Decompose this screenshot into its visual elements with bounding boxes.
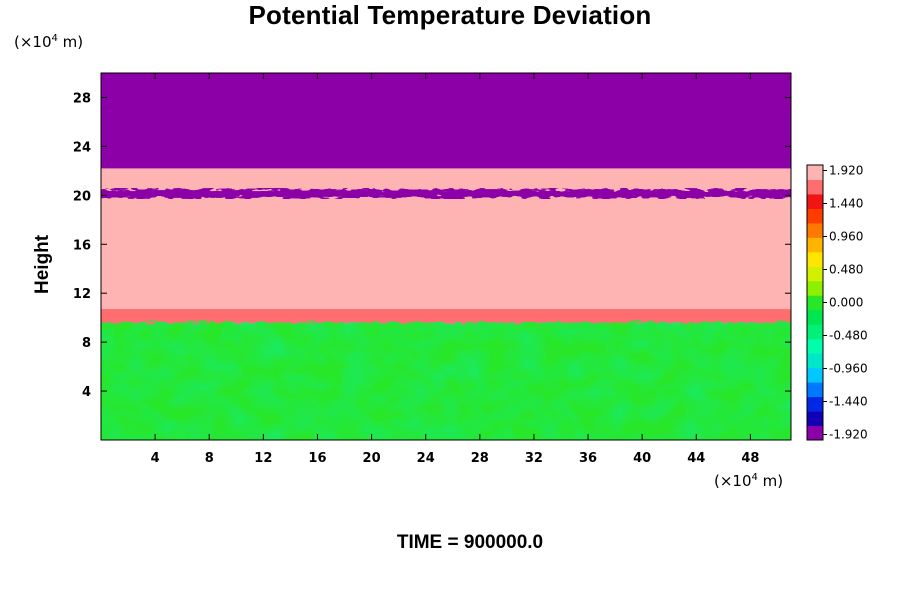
y-tick-label: 4 [82, 385, 91, 400]
x-tick-label: 44 [687, 451, 705, 466]
turbulence-texture [101, 321, 791, 440]
colorbar-label: 1.920 [829, 164, 863, 178]
plot-area [101, 73, 791, 440]
y-tick-label: 28 [73, 91, 91, 106]
x-axis-unit: (×104 m) [714, 472, 784, 490]
layer-upper [101, 73, 791, 169]
colorbar-segment [807, 193, 823, 209]
colorbar-segment [807, 309, 823, 325]
y-axis-unit: (×104 m) [14, 33, 84, 51]
colorbar-label: 1.440 [829, 197, 863, 211]
plot-frame [100, 72, 792, 441]
colorbar-segment [807, 338, 823, 354]
colorbar-segment [807, 222, 823, 238]
x-tick-label: 32 [525, 451, 543, 466]
colorbar-segment [807, 208, 823, 224]
colorbar-segment [807, 367, 823, 383]
colorbar-segment [807, 382, 823, 398]
x-tick-label: 28 [471, 451, 489, 466]
x-tick-label: 12 [254, 451, 272, 466]
layer-band-overlay [101, 189, 791, 198]
x-tick-label: 48 [741, 451, 759, 466]
x-tick-label: 4 [151, 451, 160, 466]
colorbar-label: -0.480 [829, 329, 868, 343]
x-tick-label: 36 [579, 451, 597, 466]
y-tick-label: 24 [73, 140, 91, 155]
colorbar-label: 0.480 [829, 263, 863, 277]
y-tick-label: 12 [73, 287, 91, 302]
colorbar-label: -0.960 [829, 362, 868, 376]
colorbar-segment [807, 324, 823, 340]
y-tick-label: 8 [82, 336, 91, 351]
y-tick-label: 20 [73, 189, 91, 204]
colorbar-segment [807, 280, 823, 296]
layer-front [101, 305, 791, 323]
colorbar-segment [807, 295, 823, 311]
colorbar-segment [807, 353, 823, 369]
y-tick-label: 16 [73, 238, 91, 253]
y-axis: 4 8 12 16 20 24 28 [73, 91, 791, 400]
x-tick-label: 40 [633, 451, 651, 466]
colorbar-segment [807, 237, 823, 253]
x-tick-label: 20 [363, 451, 381, 466]
colorbar-label: -1.920 [829, 428, 868, 442]
x-tick-label: 24 [417, 451, 435, 466]
colorbar-label: -1.440 [829, 395, 868, 409]
x-axis: 4 8 12 16 20 24 28 32 36 40 44 48 [151, 73, 759, 466]
colorbar-segment [807, 179, 823, 195]
x-tick-label: 8 [205, 451, 214, 466]
colorbar-label: 0.960 [829, 230, 863, 244]
colorbar-segment [807, 411, 823, 427]
colorbar-segment [807, 396, 823, 412]
chart-title: Potential Temperature Deviation [248, 0, 652, 30]
colorbar-segment [807, 425, 823, 441]
time-label: TIME = 900000.0 [396, 532, 544, 553]
x-tick-label: 16 [308, 451, 326, 466]
colorbar-segment [807, 266, 823, 282]
colorbar-segment [807, 165, 823, 180]
colorbar-segment [807, 251, 823, 267]
colorbar-label: 0.000 [829, 296, 863, 310]
colorbar: 1.920 1.440 0.960 0.480 0.000 -0.480 -0.960 -1.… [806, 164, 868, 442]
